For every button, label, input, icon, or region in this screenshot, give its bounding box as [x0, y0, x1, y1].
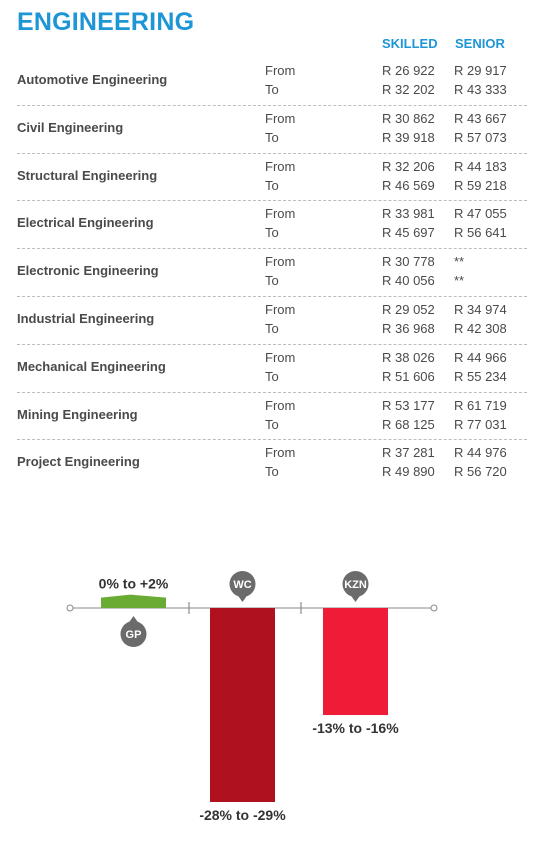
senior-from-value: R 43 667: [454, 110, 507, 126]
bar-value-label: -13% to -16%: [312, 720, 399, 736]
senior-to-value: **: [454, 273, 465, 289]
senior-to-value: R 56 641: [454, 225, 507, 241]
to-label: To: [265, 320, 279, 336]
to-label: To: [265, 225, 279, 241]
table-row: Automotive Engineering From To R 26 922 R 32…: [17, 58, 527, 106]
to-label: To: [265, 129, 279, 145]
senior-to-value: R 59 218: [454, 177, 507, 193]
table-row: Electronic Engineering From To R 30 778 R 40…: [17, 249, 527, 297]
from-label: From: [265, 301, 296, 317]
region-badge: [229, 571, 256, 597]
skilled-to-value: R 32 202: [382, 82, 435, 97]
table-row: Mechanical Engineering From To R 38 026 R 51…: [17, 345, 527, 393]
from-label: From: [265, 349, 296, 365]
skilled-from-value: R 26 922: [382, 63, 435, 78]
skilled-from-value: R 38 026: [382, 349, 435, 365]
skilled-from-value: R 32 206: [382, 158, 435, 174]
from-label: From: [265, 445, 296, 461]
senior-from-value: R 47 055: [454, 206, 507, 222]
regional-change-chart: 0% to +2% GP -28% to -29% WC -13% to -16% KZN: [66, 571, 438, 823]
senior-to-value: R 56 720: [454, 464, 507, 480]
table-row: Structural Engineering From To R 32 206 R 46…: [17, 154, 527, 202]
bar-value-label: -28% to -29%: [199, 807, 286, 823]
senior-from-value: R 44 966: [454, 349, 507, 365]
bar-value-label: 0% to +2%: [99, 576, 169, 592]
senior-from-value: R 34 974: [454, 301, 507, 317]
region-badge: [120, 621, 147, 647]
skilled-to-value: R 49 890: [382, 464, 435, 480]
skilled-from-value: R 29 052: [382, 301, 435, 317]
senior-from-value: R 44 976: [454, 445, 507, 461]
to-label: To: [265, 368, 279, 384]
discipline-name: Mining Engineering: [17, 406, 138, 422]
senior-to-value: R 57 073: [454, 129, 507, 145]
region-badge: [342, 571, 369, 597]
axis-end-marker: [66, 604, 74, 612]
to-label: To: [265, 273, 279, 289]
region-badge-label: WC: [233, 579, 251, 591]
skilled-from-value: R 30 862: [382, 110, 435, 126]
from-label: From: [265, 206, 296, 222]
senior-from-value: **: [454, 254, 465, 270]
from-label: From: [265, 63, 296, 78]
senior-to-value: R 77 031: [454, 416, 507, 432]
from-label: From: [265, 397, 296, 413]
table-row: Mining Engineering From To R 53 177 R 68 125…: [17, 393, 527, 441]
to-label: To: [265, 82, 279, 97]
discipline-name: Automotive Engineering: [17, 72, 168, 87]
senior-to-value: R 42 308: [454, 320, 507, 336]
discipline-name: Electronic Engineering: [17, 263, 159, 279]
bar-kzn: [323, 608, 388, 716]
skilled-from-value: R 37 281: [382, 445, 435, 461]
skilled-to-value: R 40 056: [382, 273, 435, 289]
senior-to-value: R 43 333: [454, 82, 507, 97]
skilled-to-value: R 36 968: [382, 320, 435, 336]
skilled-from-value: R 30 778: [382, 254, 435, 270]
skilled-from-value: R 53 177: [382, 397, 435, 413]
to-label: To: [265, 464, 279, 480]
senior-from-value: R 61 719: [454, 397, 507, 413]
skilled-to-value: R 68 125: [382, 416, 435, 432]
from-label: From: [265, 158, 296, 174]
table-row: Industrial Engineering From To R 29 052 R 36…: [17, 297, 527, 345]
skilled-to-value: R 51 606: [382, 368, 435, 384]
discipline-name: Project Engineering: [17, 454, 140, 470]
from-label: From: [265, 110, 296, 126]
region-badge-pointer: [237, 595, 248, 602]
column-header-skilled: SKILLED: [382, 36, 438, 51]
column-header-senior: SENIOR: [455, 36, 505, 51]
table-row: Project Engineering From To R 37 281 R 49 89…: [17, 440, 527, 488]
bar-gp: [101, 594, 166, 608]
salary-table: Automotive Engineering From To R 26 922 R 32…: [17, 58, 527, 488]
discipline-name: Mechanical Engineering: [17, 358, 166, 374]
discipline-name: Electrical Engineering: [17, 215, 154, 231]
page-title: ENGINEERING: [17, 8, 195, 36]
from-label: From: [265, 254, 296, 270]
table-row: Civil Engineering From To R 30 862 R 39 918 R…: [17, 106, 527, 154]
region-badge-label: GP: [126, 629, 142, 641]
skilled-from-value: R 33 981: [382, 206, 435, 222]
to-label: To: [265, 177, 279, 193]
region-badge-pointer: [128, 616, 139, 623]
skilled-to-value: R 39 918: [382, 129, 435, 145]
axis-end-marker: [430, 604, 438, 612]
bar-wc: [210, 608, 275, 802]
discipline-name: Civil Engineering: [17, 119, 124, 135]
senior-from-value: R 29 917: [454, 63, 507, 78]
to-label: To: [265, 416, 279, 432]
skilled-to-value: R 46 569: [382, 177, 435, 193]
discipline-name: Structural Engineering: [17, 167, 158, 183]
senior-to-value: R 55 234: [454, 368, 507, 384]
discipline-name: Industrial Engineering: [17, 310, 155, 326]
skilled-to-value: R 45 697: [382, 225, 435, 241]
region-badge-pointer: [350, 595, 361, 602]
table-row: Electrical Engineering From To R 33 981 R 45…: [17, 201, 527, 250]
senior-from-value: R 44 183: [454, 158, 507, 174]
region-badge-label: KZN: [344, 579, 367, 591]
